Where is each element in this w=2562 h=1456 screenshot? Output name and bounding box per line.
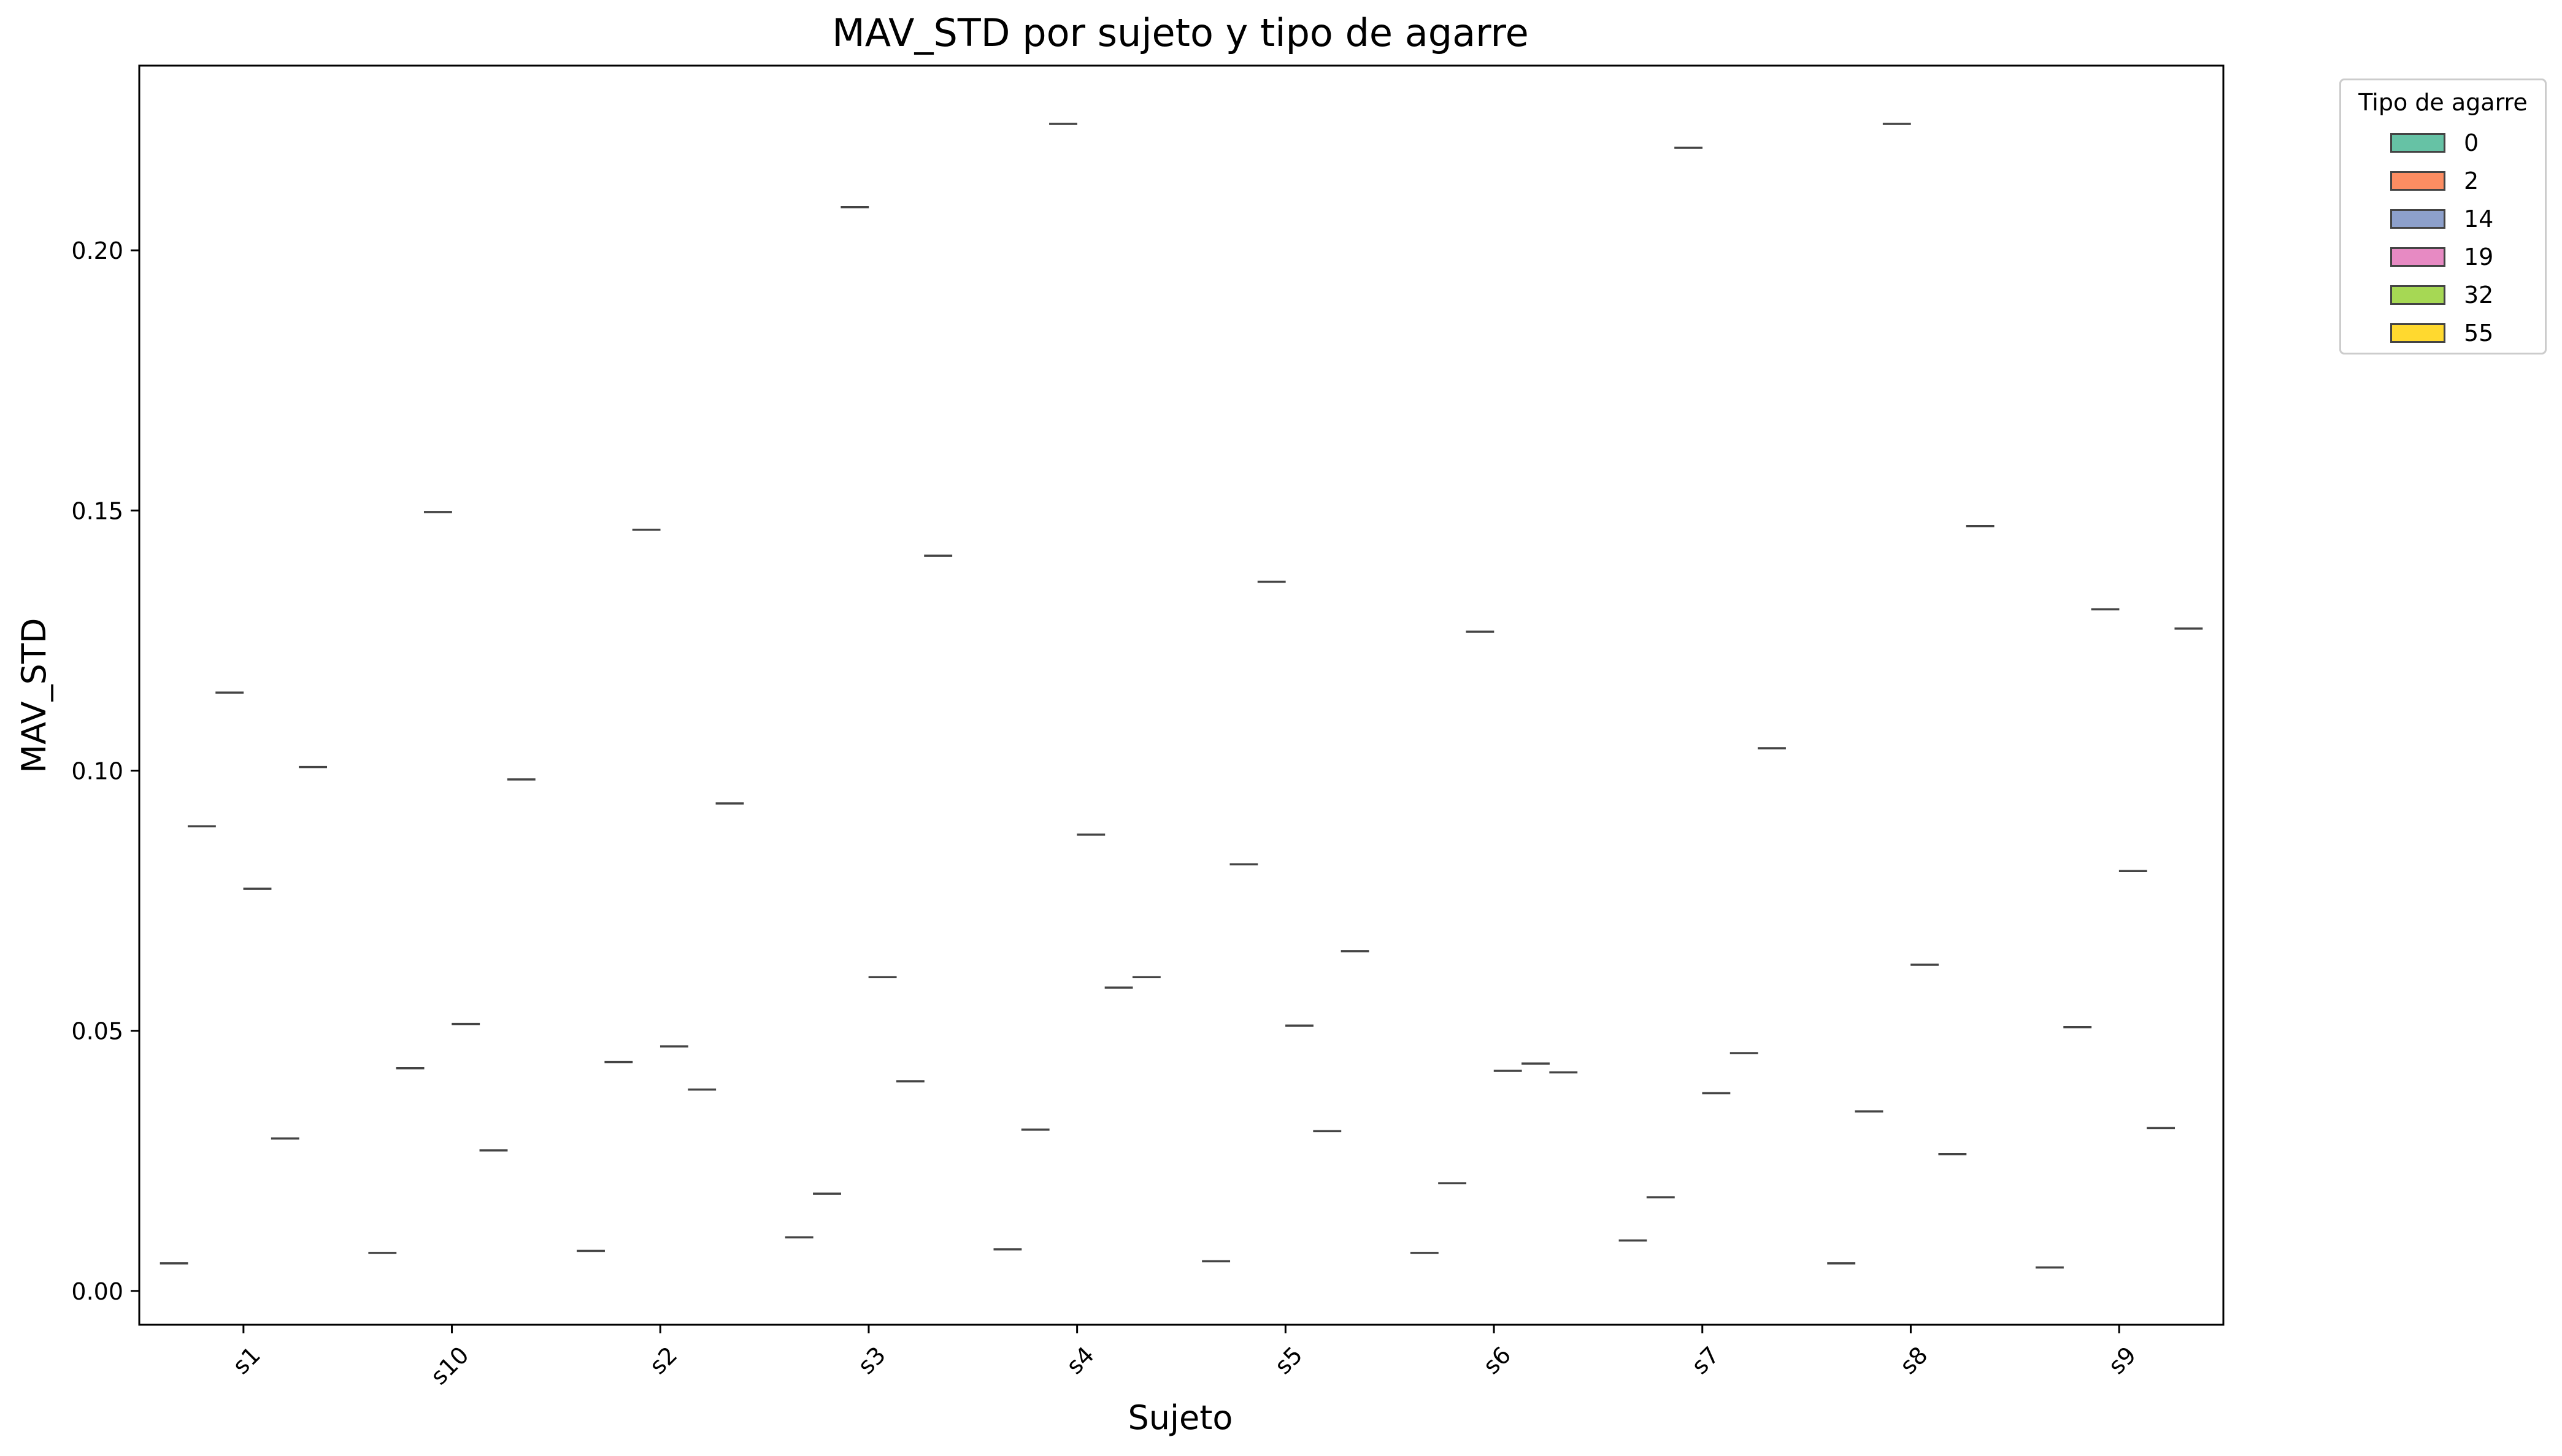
x-tick-label: s5 [1269,1341,1307,1379]
y-tick-label: 0.00 [71,1278,123,1305]
y-axis: 0.00 0.05 0.10 0.15 0.20 [71,237,139,1305]
legend-label: 14 [2464,205,2494,232]
x-tick-label: s7 [1687,1341,1725,1379]
x-tick-label: s6 [1478,1341,1516,1379]
x-tick-label: s2 [644,1341,682,1379]
violin-medians [160,123,2203,1269]
y-tick-label: 0.20 [71,237,123,264]
y-tick-label: 0.05 [71,1018,123,1045]
legend-swatch [2390,209,2445,229]
legend-label: 2 [2464,167,2479,194]
legend-title: Tipo de agarre [2358,89,2528,116]
x-axis: s1 s10 s2 s3 s4 s5 s6 s7 s8 s9 [228,1325,2141,1390]
plot-area [138,64,2225,1326]
legend-label: 55 [2464,320,2494,347]
legend-label: 32 [2464,282,2494,308]
legend-swatch [2390,323,2445,343]
x-tick-label: s10 [425,1341,474,1390]
legend-swatch [2390,171,2445,191]
x-tick-label: s4 [1061,1341,1099,1379]
y-axis-label: MAV_STD [15,618,53,773]
x-tick-label: s8 [1895,1341,1933,1379]
y-tick-label: 0.15 [71,497,123,524]
chart-title: MAV_STD por sujeto y tipo de agarre [832,10,1529,55]
legend-swatch [2390,247,2445,267]
legend-swatch [2390,133,2445,153]
x-tick-label: s1 [228,1341,266,1379]
y-tick-label: 0.10 [71,758,123,785]
x-tick-label: s9 [2103,1341,2141,1379]
legend: Tipo de agarre 0 2 14 19 32 55 [2339,79,2547,354]
legend-swatch [2390,285,2445,305]
legend-label: 0 [2464,129,2479,156]
legend-label: 19 [2464,243,2494,270]
x-axis-label: Sujeto [1128,1398,1233,1437]
x-tick-label: s3 [853,1341,891,1379]
